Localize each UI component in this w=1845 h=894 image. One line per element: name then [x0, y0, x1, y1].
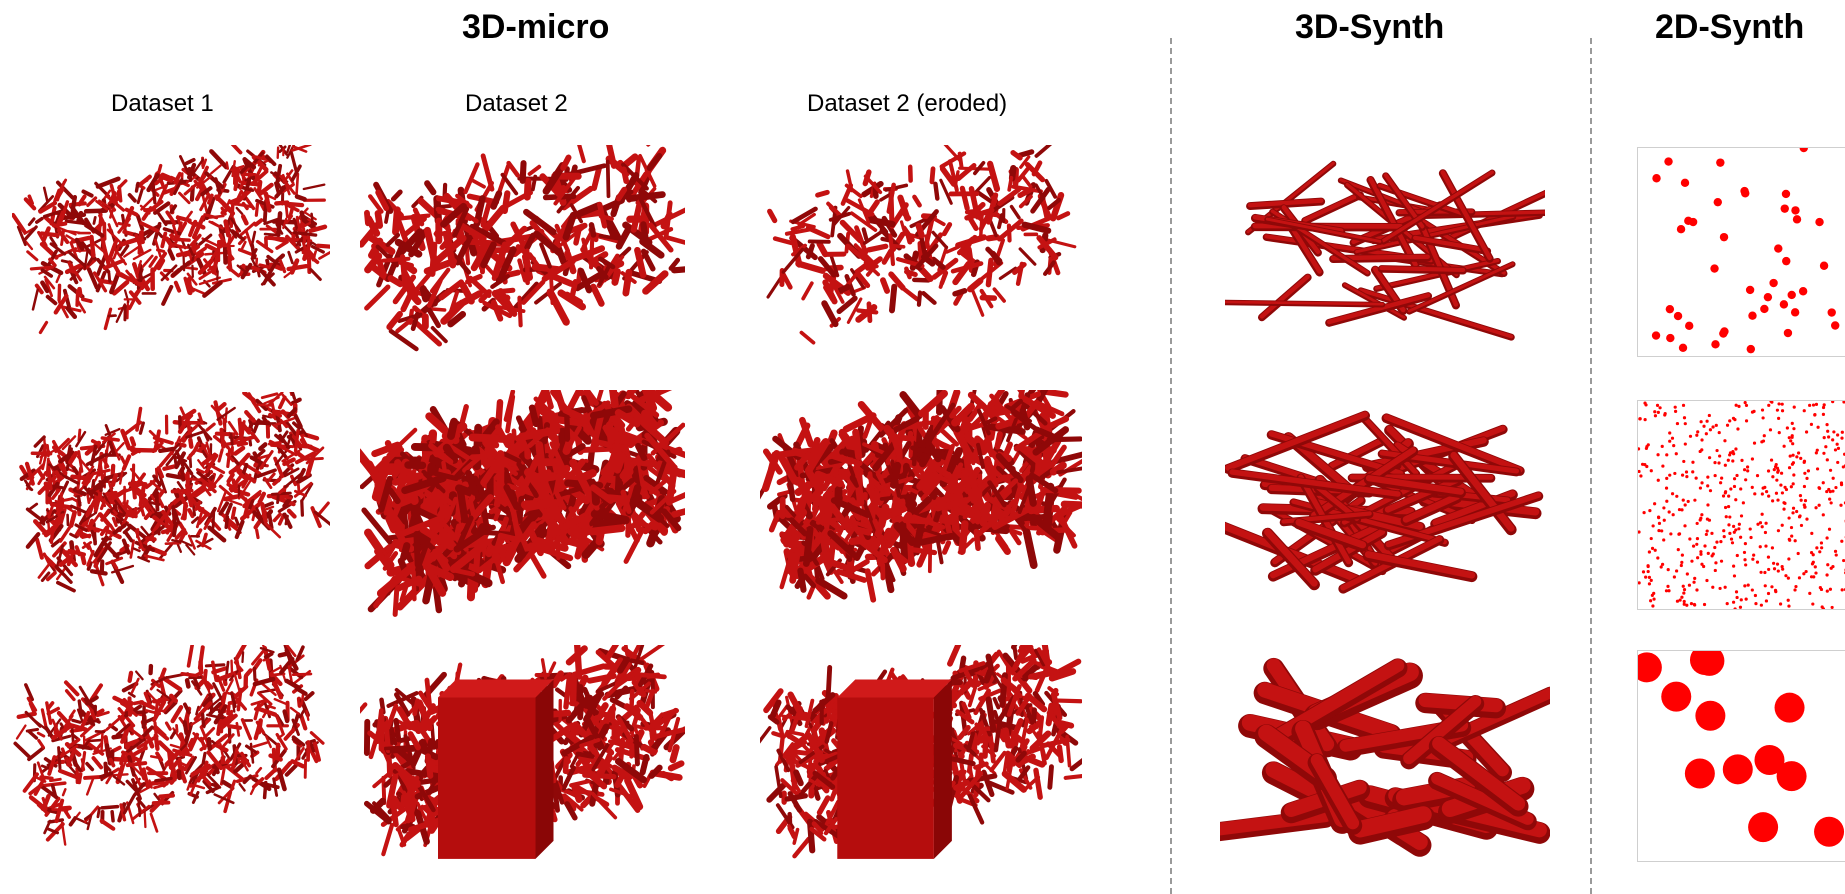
render-3d-synth-row3 [1220, 650, 1550, 870]
section-divider-left [1170, 38, 1172, 894]
render-dataset1-row2-svg [19, 392, 330, 593]
render-2d-synth-row1-svg [1651, 148, 1840, 354]
render-dataset2-row3-svg [360, 645, 685, 859]
column-title-dataset-1: Dataset 1 [111, 90, 214, 117]
render-dataset1-row1-svg [12, 145, 330, 335]
render-dataset2-row1-svg [360, 145, 685, 352]
render-2d-synth-row2-svg [1638, 401, 1845, 609]
render-dataset2-eroded-row1-svg [766, 145, 1077, 345]
render-3d-synth-row2 [1225, 400, 1545, 610]
render-dataset1-row3 [12, 645, 330, 865]
render-dataset2-eroded-row2 [760, 390, 1082, 620]
render-2d-synth-row3 [1637, 650, 1845, 862]
render-dataset1-row1 [12, 145, 330, 355]
render-dataset2-eroded-row3 [760, 645, 1082, 875]
render-dataset2-eroded-row1 [760, 145, 1080, 370]
render-2d-synth-row1 [1637, 147, 1845, 357]
column-title-dataset-2: Dataset 2 [465, 90, 568, 117]
render-dataset2-eroded-row3-svg [760, 645, 1082, 859]
render-2d-synth-row2 [1637, 400, 1845, 610]
render-3d-synth-row1 [1225, 150, 1545, 360]
render-dataset1-row2 [12, 392, 330, 617]
render-dataset2-row2 [360, 390, 685, 620]
column-title-dataset-2-eroded: Dataset 2 (eroded) [807, 90, 1008, 117]
render-3d-synth-row2-svg [1225, 410, 1544, 594]
render-dataset1-row3-svg [13, 645, 325, 846]
render-2d-synth-row3-svg [1638, 651, 1845, 847]
section-divider-right [1590, 38, 1592, 894]
render-3d-synth-row3-svg [1220, 657, 1550, 857]
render-dataset2-eroded-row2-svg [760, 390, 1082, 603]
render-3d-synth-row1-svg [1225, 160, 1545, 341]
group-title-3d-synth: 3D-Synth [1295, 8, 1445, 46]
render-dataset2-row3 [360, 645, 685, 875]
render-dataset2-row1 [360, 145, 685, 370]
render-dataset2-row2-svg [360, 390, 685, 617]
group-title-3d-micro: 3D-micro [462, 8, 610, 46]
group-title-2d-synth: 2D-Synth [1655, 8, 1805, 46]
